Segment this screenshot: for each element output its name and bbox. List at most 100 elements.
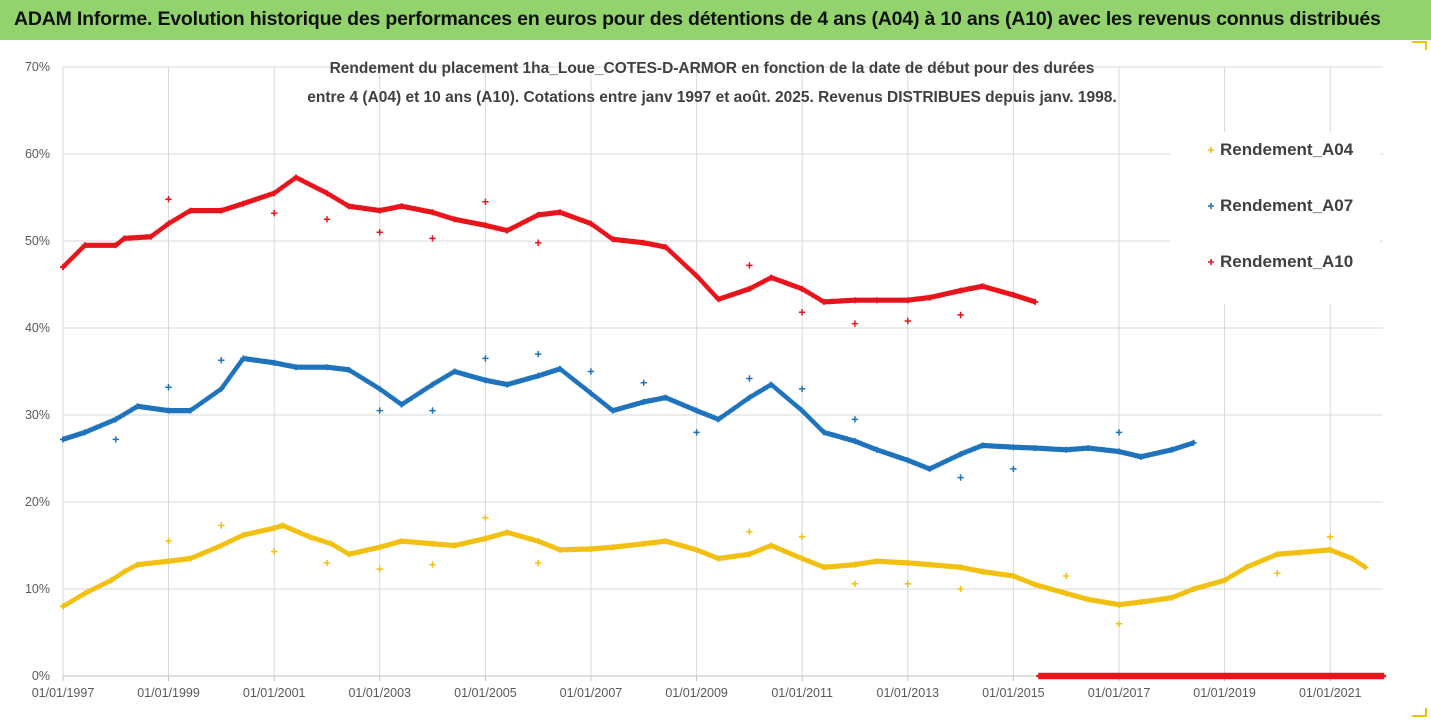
data-point (1168, 446, 1175, 453)
data-point (271, 525, 278, 532)
data-point (324, 364, 330, 371)
data-point (345, 551, 352, 558)
data-point (81, 590, 88, 597)
data-point (1085, 596, 1092, 603)
x-tick-label: 01/01/2005 (454, 686, 517, 700)
data-point (693, 272, 700, 279)
legend-marker (1208, 203, 1214, 209)
x-tick-label: 01/01/2015 (982, 686, 1045, 700)
data-point (1168, 594, 1175, 601)
data-point (306, 533, 313, 540)
data-point (147, 233, 154, 240)
outlier-point (165, 196, 172, 203)
data-point (345, 203, 352, 210)
outlier-point (851, 320, 859, 327)
outlier-point (1062, 572, 1070, 580)
legend-marker (1208, 147, 1214, 153)
data-point (1296, 549, 1303, 556)
x-tick-label: 01/01/1997 (32, 686, 95, 700)
x-tick-label: 01/01/2007 (560, 686, 623, 700)
outlier-point (218, 357, 225, 364)
data-point (429, 209, 436, 216)
zero-segment (1036, 672, 1387, 680)
data-point (376, 207, 383, 214)
data-point (979, 442, 986, 449)
y-tick-label: 10% (25, 582, 50, 596)
x-tick-label: 01/01/2021 (1299, 686, 1362, 700)
data-point (609, 407, 616, 414)
outlier-point (165, 384, 172, 391)
data-point (715, 296, 722, 303)
data-point (535, 372, 542, 379)
data-point (398, 203, 405, 210)
data-point (187, 407, 194, 414)
x-tick-label: 01/01/2013 (877, 686, 940, 700)
data-point (557, 365, 563, 372)
data-point (957, 564, 964, 571)
data-point (324, 190, 330, 197)
data-marks (60, 174, 1387, 680)
outlier-point (1327, 533, 1334, 540)
chart-subtitle: entre 4 (A04) et 10 ans (A10). Cotations… (307, 89, 1116, 106)
data-point (662, 394, 669, 401)
data-point (746, 285, 753, 292)
data-point (240, 200, 247, 207)
data-point (218, 207, 225, 214)
data-point (165, 220, 172, 227)
data-point (587, 546, 594, 552)
outlier-point (957, 311, 964, 319)
data-point (240, 532, 247, 539)
data-point (746, 394, 753, 401)
data-point (1032, 445, 1039, 452)
data-point (609, 236, 616, 243)
data-point (165, 558, 172, 565)
data-point (1010, 291, 1017, 298)
data-point (376, 544, 383, 551)
data-point (1221, 577, 1228, 584)
data-point (926, 561, 933, 568)
data-point (134, 403, 141, 410)
data-point (398, 401, 405, 408)
outlier-point (693, 429, 700, 436)
data-point (640, 540, 647, 547)
data-point (1137, 453, 1144, 460)
data-point (279, 522, 286, 529)
data-point (429, 381, 436, 388)
data-point (121, 235, 128, 242)
data-point (851, 438, 858, 445)
data-point (821, 298, 827, 305)
data-point (328, 540, 335, 547)
x-tick-label: 01/01/2009 (665, 686, 728, 700)
outlier-point (218, 522, 225, 529)
data-point (957, 287, 964, 294)
data-point (504, 529, 511, 536)
data-point (768, 381, 775, 388)
data-point (451, 216, 458, 223)
corner-mark-top (1412, 41, 1427, 50)
data-point (1362, 564, 1369, 571)
gridlines (62, 66, 1383, 677)
data-point (1063, 590, 1070, 597)
data-point (1274, 551, 1281, 558)
data-point (271, 359, 278, 366)
data-point (60, 264, 66, 271)
data-point (640, 398, 647, 405)
legend-box (1170, 132, 1380, 304)
data-point (504, 381, 511, 388)
corner-marks (1412, 41, 1427, 717)
outlier-point (851, 416, 859, 423)
data-point (376, 385, 383, 392)
banner-title: ADAM Informe. Evolution historique des p… (14, 8, 1381, 30)
outlier-point (957, 585, 964, 593)
data-point (482, 222, 489, 229)
outlier-point (482, 355, 489, 362)
y-tick-label: 30% (25, 408, 50, 422)
data-point (873, 446, 880, 453)
outlier-point (640, 379, 647, 386)
data-point (451, 542, 458, 549)
outlier-point (904, 580, 911, 587)
data-point (873, 558, 880, 565)
outlier-point (1115, 429, 1123, 436)
outlier-point (851, 580, 859, 587)
data-point (218, 542, 225, 549)
